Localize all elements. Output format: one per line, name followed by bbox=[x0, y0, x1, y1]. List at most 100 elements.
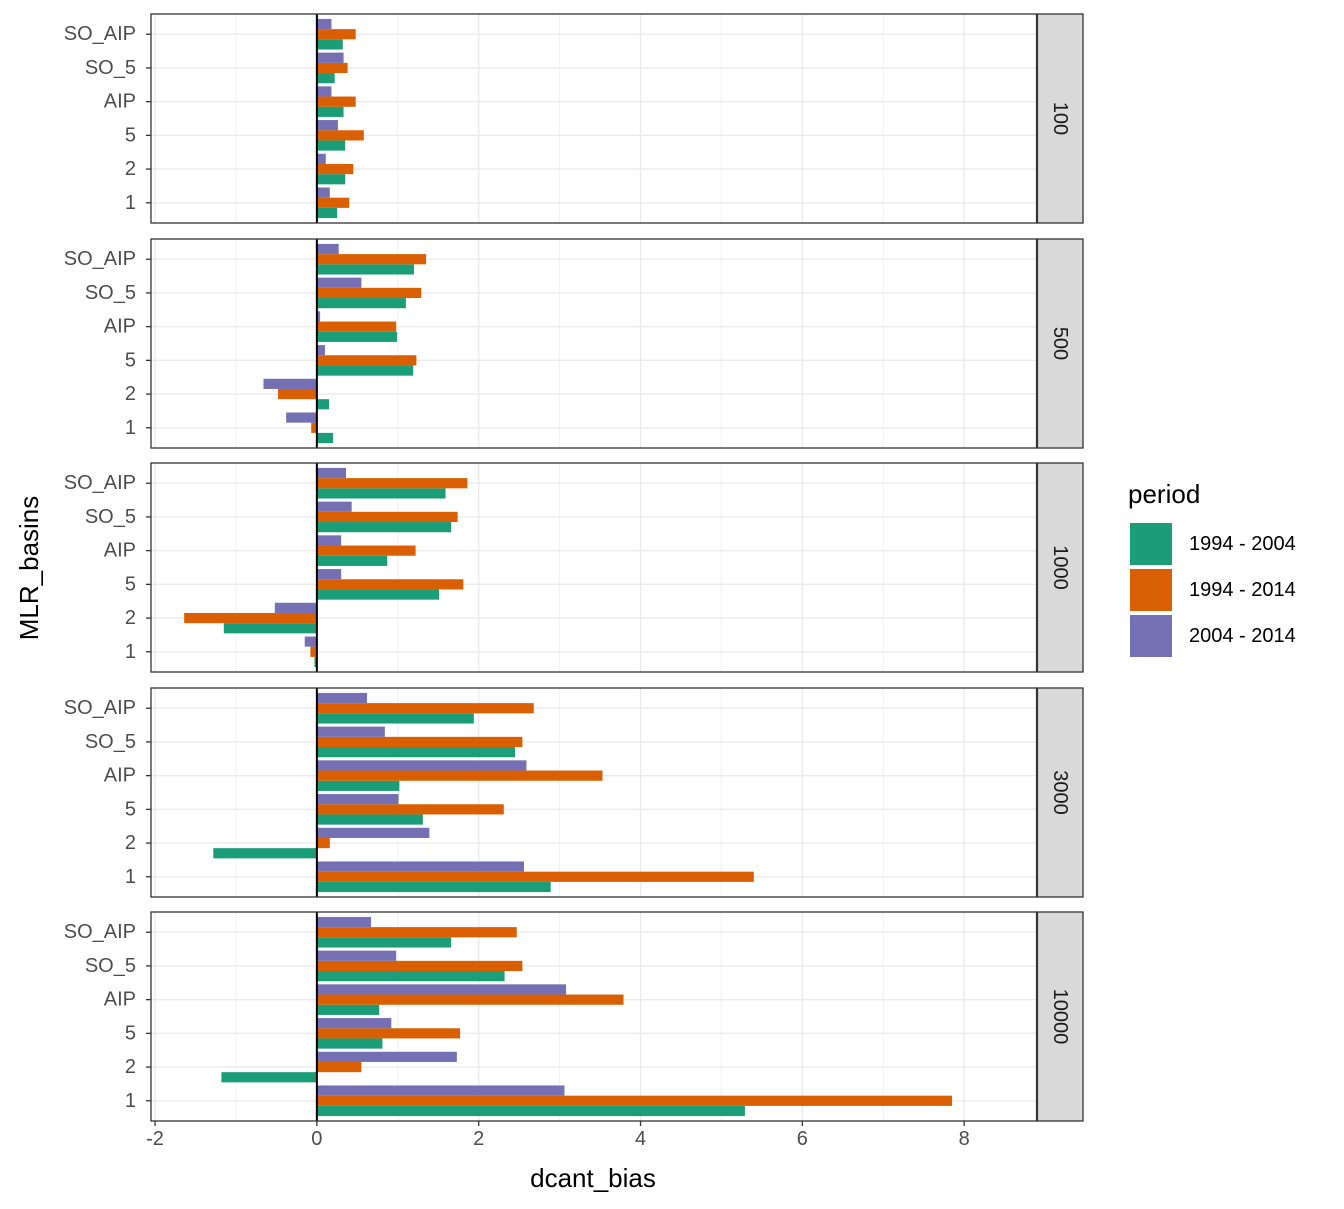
bar bbox=[316, 713, 474, 724]
legend: period 1994 - 2004 1994 - 2014 2004 - 2014 bbox=[1128, 479, 1296, 657]
bar bbox=[316, 589, 440, 600]
legend-label: 2004 - 2014 bbox=[1189, 625, 1296, 647]
bar bbox=[316, 984, 567, 995]
strip-background bbox=[1036, 687, 1084, 898]
bar bbox=[316, 545, 416, 556]
bar bbox=[316, 399, 330, 410]
y-tick-label: SO_AIP bbox=[64, 921, 136, 943]
panel-background bbox=[151, 14, 1037, 223]
bar bbox=[311, 422, 317, 433]
bar bbox=[316, 827, 430, 838]
bar bbox=[316, 287, 422, 299]
bar bbox=[316, 140, 346, 151]
panel-background bbox=[151, 463, 1037, 672]
y-tick-label: AIP bbox=[104, 765, 136, 787]
strip-background bbox=[1036, 462, 1084, 673]
y-tick-label: SO_AIP bbox=[64, 23, 136, 45]
bar bbox=[316, 432, 334, 444]
strip-label: 3000 bbox=[1049, 770, 1071, 815]
bar bbox=[316, 355, 417, 366]
panel-500: 500 SO_AIP SO_5 AIP 5 2 1 bbox=[64, 238, 1084, 449]
bar bbox=[316, 522, 452, 533]
strip-label: 500 bbox=[1049, 327, 1071, 360]
y-tick-label: 5 bbox=[125, 349, 136, 371]
bar bbox=[316, 804, 504, 815]
bar bbox=[316, 52, 344, 63]
bar bbox=[316, 197, 350, 208]
x-tick-label: 8 bbox=[959, 1128, 970, 1150]
bar bbox=[316, 18, 332, 30]
bar bbox=[316, 569, 342, 580]
x-axis-title: dcant_bias bbox=[530, 1163, 656, 1193]
y-tick-label: 1 bbox=[125, 866, 136, 888]
bar bbox=[316, 736, 523, 748]
bar bbox=[316, 927, 517, 938]
y-tick-label: 1 bbox=[125, 192, 136, 214]
bar bbox=[316, 62, 348, 74]
bar bbox=[316, 73, 335, 84]
bar bbox=[316, 994, 624, 1005]
bar bbox=[316, 331, 397, 342]
bar bbox=[316, 39, 343, 50]
bar bbox=[316, 163, 354, 175]
y-tick-label: SO_5 bbox=[85, 731, 136, 753]
bar bbox=[316, 29, 356, 40]
y-tick-label: 5 bbox=[125, 124, 136, 146]
bar bbox=[263, 378, 317, 389]
bar bbox=[316, 794, 399, 805]
y-tick-label: AIP bbox=[104, 540, 136, 562]
y-tick-label: SO_5 bbox=[85, 57, 136, 79]
bar bbox=[316, 321, 397, 332]
y-tick-label: 5 bbox=[125, 798, 136, 820]
bar bbox=[184, 612, 317, 624]
x-tick-label: 6 bbox=[797, 1128, 808, 1150]
bar bbox=[316, 881, 551, 893]
bar bbox=[316, 345, 325, 356]
bar bbox=[316, 174, 346, 185]
x-tick-label: 4 bbox=[635, 1128, 646, 1150]
bar bbox=[316, 726, 385, 737]
panel-background bbox=[151, 239, 1037, 448]
y-tick-label: SO_5 bbox=[85, 282, 136, 304]
panel-100: 100 SO_AIP SO_5 AIP 5 2 1 bbox=[64, 13, 1084, 224]
bar bbox=[316, 243, 339, 255]
bar bbox=[314, 656, 317, 668]
strip-background bbox=[1036, 911, 1084, 1122]
bar bbox=[316, 937, 452, 948]
bar bbox=[316, 277, 362, 288]
panel-1000: 1000 SO_AIP SO_5 AIP 5 2 1 bbox=[64, 462, 1084, 673]
y-tick-label: 2 bbox=[125, 383, 136, 405]
y-tick-label: 2 bbox=[125, 1056, 136, 1078]
bar bbox=[316, 1061, 362, 1073]
bar bbox=[316, 703, 534, 714]
y-tick-label: SO_5 bbox=[85, 955, 136, 977]
bar bbox=[316, 916, 372, 928]
bar bbox=[316, 760, 527, 771]
bar bbox=[221, 1072, 317, 1083]
bar bbox=[316, 311, 321, 322]
bar bbox=[316, 264, 414, 275]
x-tick-label: 0 bbox=[311, 1128, 322, 1150]
bar bbox=[316, 207, 338, 219]
bar bbox=[310, 646, 317, 657]
legend-title: period bbox=[1128, 479, 1200, 509]
bar bbox=[286, 412, 317, 423]
panel-background bbox=[151, 688, 1037, 897]
y-tick-label: 1 bbox=[125, 417, 136, 439]
bar bbox=[316, 579, 464, 590]
bar bbox=[316, 1038, 383, 1049]
bar bbox=[316, 837, 330, 849]
bar bbox=[316, 501, 352, 512]
bar bbox=[316, 130, 364, 141]
legend-label: 1994 - 2004 bbox=[1189, 533, 1296, 555]
y-tick-label: SO_AIP bbox=[64, 697, 136, 719]
bar bbox=[316, 780, 400, 791]
bar bbox=[316, 814, 423, 825]
strip-label: 1000 bbox=[1049, 545, 1071, 590]
panel-10000: 10000 SO_AIP SO_5 AIP 5 2 1 bbox=[64, 911, 1084, 1122]
bar bbox=[316, 861, 525, 872]
y-axis-title: MLR_basins bbox=[14, 496, 44, 641]
legend-key bbox=[1130, 523, 1172, 565]
bar bbox=[316, 1018, 392, 1029]
